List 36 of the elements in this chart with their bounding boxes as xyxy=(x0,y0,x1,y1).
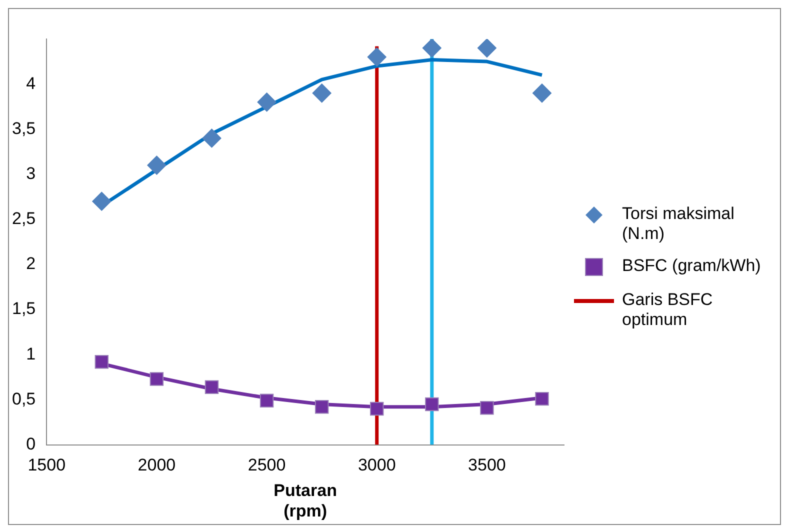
point xyxy=(202,128,222,148)
point xyxy=(425,397,439,412)
point xyxy=(480,400,494,415)
x-tick-label: 3500 xyxy=(468,456,506,475)
legend-label: Garis BSFC optimum xyxy=(622,290,714,330)
legend-label: Torsi maksimal (N.m) xyxy=(622,204,736,244)
y-tick-label: 4 xyxy=(26,74,36,93)
point xyxy=(312,84,332,103)
point xyxy=(477,39,496,58)
point xyxy=(92,192,112,211)
y-tick-label: 1,5 xyxy=(12,299,36,318)
y-tick-label: 2 xyxy=(26,254,36,274)
point xyxy=(257,92,276,112)
point xyxy=(204,380,219,394)
x-tick-label: 3000 xyxy=(358,456,396,475)
point xyxy=(147,156,166,175)
legend-label: BSFC (gram/kWh) xyxy=(622,256,761,276)
y-tick-label: 2,5 xyxy=(12,209,36,228)
x-tick-label: 2500 xyxy=(248,456,286,475)
point xyxy=(367,48,386,67)
point xyxy=(260,394,274,408)
y-tick-label: 3 xyxy=(26,164,36,183)
y-tick-label: 0,5 xyxy=(12,389,36,408)
point xyxy=(422,39,442,58)
point xyxy=(532,84,552,103)
x-tick-label: 2000 xyxy=(138,456,176,475)
y-tick-label: 0 xyxy=(26,434,36,454)
point xyxy=(150,372,164,386)
x-tick-label: 1500 xyxy=(28,456,66,475)
point xyxy=(94,354,109,369)
point xyxy=(314,400,329,414)
point xyxy=(535,392,549,406)
y-tick-label: 1 xyxy=(26,344,36,364)
x-axis-title: Putaran (rpm) xyxy=(274,481,337,520)
point xyxy=(370,402,384,416)
y-tick-label: 3,5 xyxy=(12,118,36,138)
